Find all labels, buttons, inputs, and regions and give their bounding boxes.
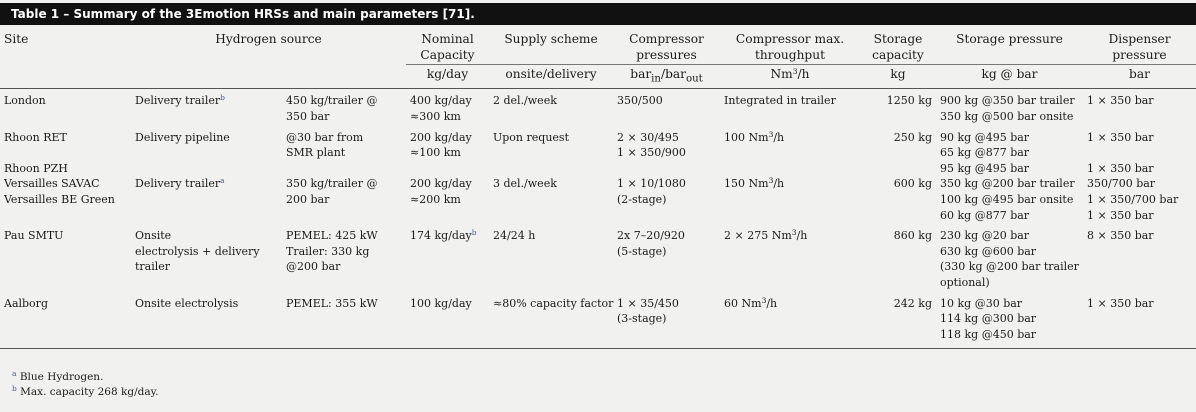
cell-capacity: 100 kg/day [406,290,489,350]
cell-storage-pressure: 900 kg @350 bar trailer 350 kg @500 bar o… [940,94,1075,124]
unit-dispenser-pressure: bar [1083,63,1196,90]
header-supply-scheme: Supply scheme [504,32,598,46]
table-row: Rhoon RET Delivery pipeline @30 bar from… [0,125,1196,161]
cell-supply: 2 del./week [493,94,557,108]
unit-storage-capacity: kg [860,63,936,90]
header-nominal-capacity: Nominal Capacity [420,32,475,62]
cell-capacity: 200 kg/day ≈200 km [410,177,472,206]
cell-dispenser: 8 × 350 bar [1087,229,1154,243]
cell-source-detail: 450 kg/trailer @350 bar [286,94,378,124]
cell-source-detail: @30 bar from SMR plant [286,130,364,160]
unit-storage-pressure: kg @ bar [936,63,1083,90]
cell-site: Versailles SAVAC Versailles BE Green [4,177,115,206]
cell-capacity: 200 kg/day ≈100 km [410,130,472,160]
table-footnotes: a Blue Hydrogen. b Max. capacity 268 kg/… [12,370,158,400]
unit-compressor-pressures: barin/barout [613,63,720,90]
cell-compressor: 1 × 10/1080 (2-stage) [617,177,686,206]
cell-storage-capacity: 860 kg [893,229,932,243]
cell-dispenser: 350/700 bar 1 × 350/700 bar 1 × 350 bar [1087,177,1179,222]
header-site: Site [4,32,29,46]
cell-compressor: 1 × 35/450 (3-stage) [613,290,720,350]
cell-source-detail: PEMEL: 425 kW Trailer: 330 kg @200 bar [286,229,378,274]
table-row: Versailles SAVAC Versailles BE Green Deli… [0,176,1196,223]
cell-site: Rhoon RET [4,130,67,144]
unit-nominal-capacity: kg/day [406,63,489,90]
cell-site: London [4,94,46,108]
cell-throughput: 150 Nm3/h [724,176,785,191]
hrs-summary-table: Site Hydrogen source Nominal Capacity Su… [0,31,1196,350]
cell-storage-capacity: 600 kg [893,177,932,191]
cell-storage-pressure: 10 kg @30 bar 114 kg @300 bar 118 kg @450 … [936,290,1083,350]
cell-dispenser: 1 × 350 bar [1087,130,1154,144]
cell-supply: Upon request [493,130,569,144]
cell-capacity: 400 kg/day ≈300 km [410,94,472,124]
footnote-ref[interactable]: b [220,93,225,103]
cell-throughput: 100 Nm3/h [724,129,785,144]
table-row: Rhoon PZH 95 kg @495 bar 1 × 350 bar [0,161,1196,177]
header-dispenser-pressure: Dispenser pressure [1108,32,1171,62]
cell-storage-pressure: 230 kg @20 bar 630 kg @600 bar (330 kg @20… [940,229,1079,289]
cell-supply: 3 del./week [493,177,557,191]
footnote-b: b Max. capacity 268 kg/day. [12,384,159,398]
cell-site: Pau SMTU [4,229,64,243]
cell-dispenser: 1 × 350 bar [1083,290,1196,350]
cell-site: Aalborg [0,290,131,350]
footnote-ref[interactable]: a [220,176,225,186]
cell-capacity: 174 kg/dayb [410,228,477,243]
cell-compressor: 2x 7–20/920 (5-stage) [617,229,685,258]
cell-dispenser: 1 × 350 bar [1087,161,1154,175]
cell-compressor: 2 × 30/495 1 × 350/900 [617,130,686,160]
cell-throughput: Integrated in trailer [724,94,836,108]
cell-compressor: 350/500 [617,94,663,108]
cell-site: Rhoon PZH [4,161,68,175]
header-compressor-pressures: Compressor pressures [629,32,704,62]
table-row: London Delivery trailerb 450 kg/trailer … [0,89,1196,125]
header-hydrogen-source: Hydrogen source [215,32,322,46]
cell-source: Onsite electrolysis [131,290,282,350]
table-row: Pau SMTU Onsite electrolysis + delivery tr… [0,223,1196,290]
cell-dispenser: 1 × 350 bar [1087,94,1154,108]
cell-source-detail: PEMEL: 355 kW [282,290,406,350]
unit-compressor-throughput: Nm3/h [720,63,860,90]
header-storage-pressure: Storage pressure [956,32,1063,46]
footnote-ref[interactable]: b [471,228,477,238]
cell-storage-pressure: 95 kg @495 bar [940,161,1030,175]
unit-supply-scheme: onsite/delivery [489,63,613,90]
table-title: Table 1 – Summary of the 3Emotion HRSs a… [0,3,1196,25]
cell-source-detail: 350 kg/trailer @200 bar [286,177,378,206]
footnote-a: a Blue Hydrogen. [12,369,104,383]
cell-storage-capacity: 242 kg [860,290,936,350]
cell-source: Delivery pipeline [135,130,230,144]
cell-supply: 24/24 h [493,229,536,243]
cell-throughput: 2 × 275 Nm3/h [724,228,808,243]
cell-source: Delivery trailerb [135,93,225,108]
cell-storage-pressure: 90 kg @495 bar 65 kg @877 bar [940,130,1030,160]
header-storage-capacity: Storage capacity [872,32,924,62]
cell-storage-capacity: 1250 kg [886,94,932,108]
cell-source: Onsite electrolysis + delivery trailer [135,229,260,274]
table-row: Aalborg Onsite electrolysis PEMEL: 355 k… [0,290,1196,350]
cell-storage-pressure: 350 kg @200 bar trailer 100 kg @495 bar o… [940,177,1075,222]
cell-storage-capacity: 250 kg [893,130,932,144]
cell-source: Delivery trailera [135,176,225,191]
header-compressor-throughput: Compressor max. throughput [735,32,845,62]
cell-throughput: 60 Nm3/h [720,290,860,350]
cell-supply: ≈80% capacity factor [489,290,613,350]
